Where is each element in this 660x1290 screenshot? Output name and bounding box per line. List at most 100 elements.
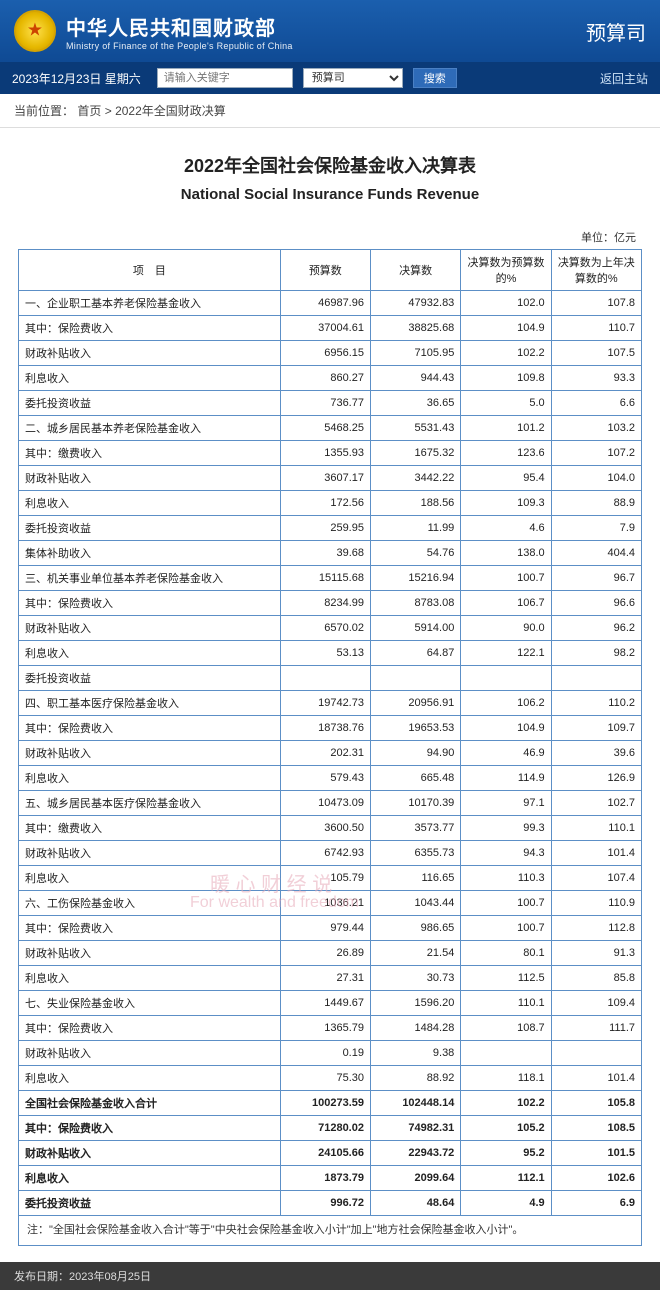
cell-item: 二、城乡居民基本养老保险基金收入	[19, 416, 281, 441]
cell-budget: 53.13	[280, 641, 370, 666]
table-row: 利息收入27.3130.73112.585.8	[19, 966, 642, 991]
cell-pp: 101.4	[551, 1066, 641, 1091]
cell-budget	[280, 666, 370, 691]
cell-actual: 94.90	[370, 741, 460, 766]
cell-pb: 102.2	[461, 1091, 551, 1116]
cell-actual: 11.99	[370, 516, 460, 541]
cell-pb: 100.7	[461, 916, 551, 941]
ministry-name-cn: 中华人民共和国财政部	[66, 12, 566, 41]
cell-actual	[370, 666, 460, 691]
cell-item: 利息收入	[19, 641, 281, 666]
cell-budget: 3607.17	[280, 466, 370, 491]
cell-pb: 108.7	[461, 1016, 551, 1041]
cell-pb: 106.2	[461, 691, 551, 716]
table-row: 利息收入860.27944.43109.893.3	[19, 366, 642, 391]
cell-item: 财政补贴收入	[19, 616, 281, 641]
cell-item: 五、城乡居民基本医疗保险基金收入	[19, 791, 281, 816]
cell-budget: 1449.67	[280, 991, 370, 1016]
cell-pb: 104.9	[461, 316, 551, 341]
cell-budget: 8234.99	[280, 591, 370, 616]
search-button[interactable]: 搜索	[413, 68, 457, 88]
cell-budget: 39.68	[280, 541, 370, 566]
table-row: 财政补贴收入0.199.38	[19, 1041, 642, 1066]
cell-actual: 3442.22	[370, 466, 460, 491]
cell-pb: 102.2	[461, 341, 551, 366]
cell-pb: 90.0	[461, 616, 551, 641]
cell-item: 利息收入	[19, 1166, 281, 1191]
col-pct-prev: 决算数为上年决算数的%	[551, 250, 641, 291]
cell-pb: 109.8	[461, 366, 551, 391]
cell-budget: 6742.93	[280, 841, 370, 866]
cell-budget: 736.77	[280, 391, 370, 416]
breadcrumb-label: 当前位置：	[14, 104, 74, 118]
table-row: 财政补贴收入6570.025914.0090.096.2	[19, 616, 642, 641]
cell-pp: 102.6	[551, 1166, 641, 1191]
table-row: 委托投资收益	[19, 666, 642, 691]
ministry-name-en: Ministry of Finance of the People's Repu…	[66, 41, 566, 51]
col-actual: 决算数	[370, 250, 460, 291]
cell-pp: 6.9	[551, 1191, 641, 1216]
table-row: 财政补贴收入202.3194.9046.939.6	[19, 741, 642, 766]
table-row: 委托投资收益259.9511.994.67.9	[19, 516, 642, 541]
table-row: 利息收入579.43665.48114.9126.9	[19, 766, 642, 791]
cell-item: 七、失业保险基金收入	[19, 991, 281, 1016]
cell-pp: 110.2	[551, 691, 641, 716]
cell-actual: 665.48	[370, 766, 460, 791]
breadcrumb-current: 2022年全国财政决算	[115, 104, 226, 118]
cell-item: 三、机关事业单位基本养老保险基金收入	[19, 566, 281, 591]
cell-budget: 202.31	[280, 741, 370, 766]
cell-pb: 123.6	[461, 441, 551, 466]
cell-budget: 996.72	[280, 1191, 370, 1216]
ministry-title: 中华人民共和国财政部 Ministry of Finance of the Pe…	[66, 12, 566, 51]
cell-actual: 986.65	[370, 916, 460, 941]
cell-pp: 112.8	[551, 916, 641, 941]
breadcrumb-home[interactable]: 首页	[77, 104, 101, 118]
table-row: 其中：保险费收入37004.6138825.68104.9110.7	[19, 316, 642, 341]
cell-actual: 6355.73	[370, 841, 460, 866]
cell-pb: 101.2	[461, 416, 551, 441]
cell-pb: 95.4	[461, 466, 551, 491]
cell-budget: 860.27	[280, 366, 370, 391]
cell-actual: 47932.83	[370, 291, 460, 316]
cell-actual: 1484.28	[370, 1016, 460, 1041]
cell-item: 集体补助收入	[19, 541, 281, 566]
search-input[interactable]	[157, 68, 293, 88]
cell-item: 委托投资收益	[19, 391, 281, 416]
cell-item: 一、企业职工基本养老保险基金收入	[19, 291, 281, 316]
cell-budget: 1355.93	[280, 441, 370, 466]
cell-pp: 98.2	[551, 641, 641, 666]
cell-pp: 85.8	[551, 966, 641, 991]
table-row: 一、企业职工基本养老保险基金收入46987.9647932.83102.0107…	[19, 291, 642, 316]
cell-item: 委托投资收益	[19, 516, 281, 541]
cell-pb: 4.9	[461, 1191, 551, 1216]
cell-pb: 110.3	[461, 866, 551, 891]
cell-pp: 39.6	[551, 741, 641, 766]
cell-item: 委托投资收益	[19, 666, 281, 691]
cell-item: 财政补贴收入	[19, 1041, 281, 1066]
cell-actual: 102448.14	[370, 1091, 460, 1116]
table-row: 全国社会保险基金收入合计100273.59102448.14102.2105.8	[19, 1091, 642, 1116]
cell-budget: 5468.25	[280, 416, 370, 441]
cell-actual: 54.76	[370, 541, 460, 566]
cell-pb: 110.1	[461, 991, 551, 1016]
cell-pp: 109.7	[551, 716, 641, 741]
pubdate-label: 发布日期：	[14, 1271, 69, 1283]
table-row: 委托投资收益996.7248.644.96.9	[19, 1191, 642, 1216]
cell-pp: 110.9	[551, 891, 641, 916]
col-item: 项 目	[19, 250, 281, 291]
back-to-main-link[interactable]: 返回主站	[600, 70, 648, 87]
cell-item: 财政补贴收入	[19, 941, 281, 966]
cell-budget: 37004.61	[280, 316, 370, 341]
cell-budget: 172.56	[280, 491, 370, 516]
cell-pp: 104.0	[551, 466, 641, 491]
cell-pp: 88.9	[551, 491, 641, 516]
table-row: 委托投资收益736.7736.655.06.6	[19, 391, 642, 416]
table-row: 其中：保险费收入1365.791484.28108.7111.7	[19, 1016, 642, 1041]
cell-pp: 111.7	[551, 1016, 641, 1041]
cell-pb: 122.1	[461, 641, 551, 666]
cell-item: 四、职工基本医疗保险基金收入	[19, 691, 281, 716]
cell-pb: 138.0	[461, 541, 551, 566]
cell-actual: 64.87	[370, 641, 460, 666]
scope-select[interactable]: 预算司	[303, 68, 403, 88]
table-row: 其中：保险费收入71280.0274982.31105.2108.5	[19, 1116, 642, 1141]
